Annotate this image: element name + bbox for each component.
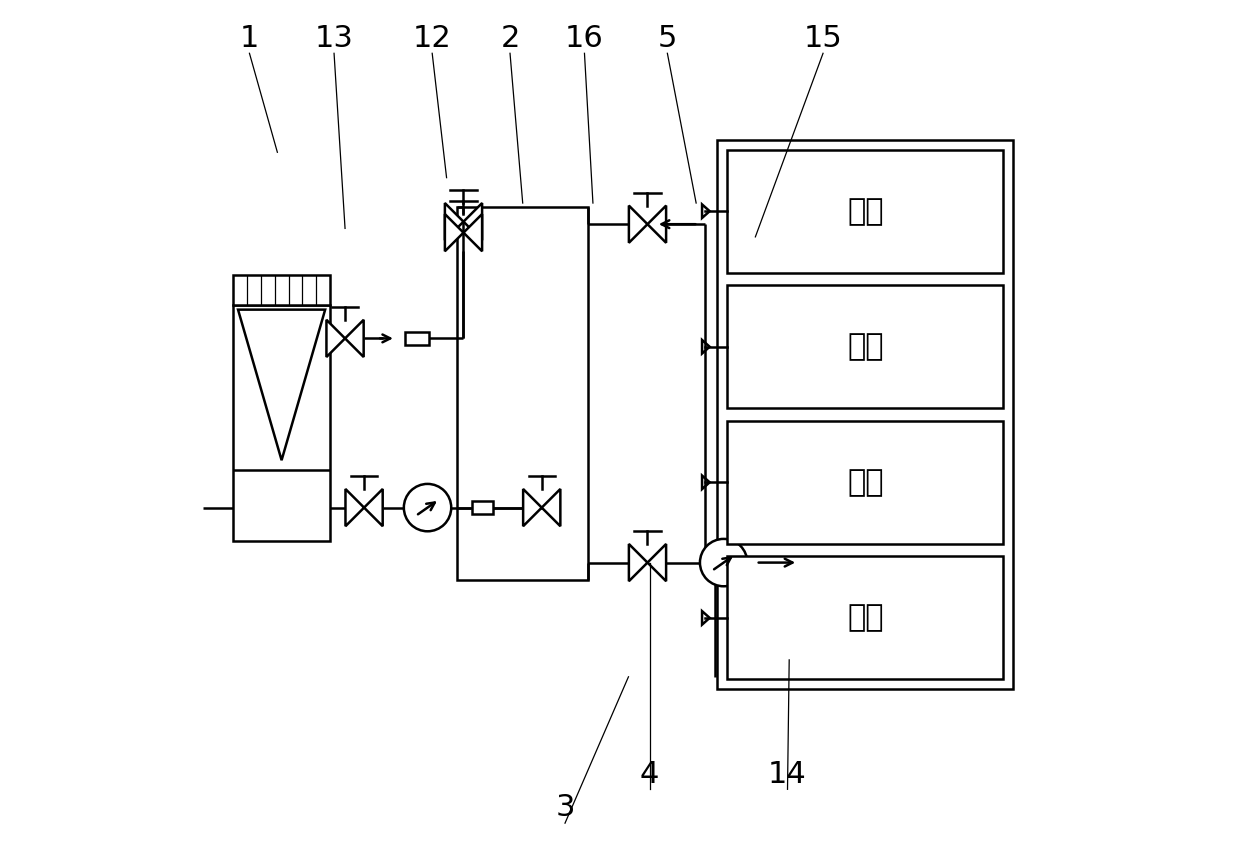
Text: 苗床: 苗床: [847, 196, 884, 226]
Text: 苗床: 苗床: [847, 468, 884, 497]
Text: 2: 2: [500, 24, 520, 52]
Polygon shape: [647, 544, 666, 581]
Bar: [458, 207, 588, 580]
Text: 15: 15: [804, 24, 842, 52]
Polygon shape: [346, 489, 365, 526]
Polygon shape: [629, 544, 647, 581]
Text: 13: 13: [315, 24, 353, 52]
Bar: [405, 332, 429, 345]
Text: 4: 4: [640, 760, 660, 788]
Polygon shape: [647, 206, 666, 243]
Circle shape: [404, 484, 451, 531]
Text: 5: 5: [657, 24, 677, 52]
Polygon shape: [365, 489, 383, 526]
Bar: [233, 275, 330, 305]
Polygon shape: [445, 203, 464, 240]
Bar: [728, 150, 1003, 272]
Polygon shape: [464, 203, 482, 240]
Text: 14: 14: [768, 760, 807, 788]
Text: 16: 16: [565, 24, 604, 52]
Bar: [728, 420, 1003, 544]
Polygon shape: [542, 489, 560, 526]
Bar: [233, 305, 330, 541]
Polygon shape: [238, 310, 325, 460]
Text: 苗床: 苗床: [847, 332, 884, 361]
Circle shape: [699, 539, 748, 586]
Bar: [472, 501, 494, 514]
Polygon shape: [445, 214, 464, 251]
Polygon shape: [345, 320, 363, 357]
Bar: [717, 140, 1013, 689]
Polygon shape: [629, 206, 647, 243]
Bar: [728, 285, 1003, 409]
Polygon shape: [523, 489, 542, 526]
Text: 苗床: 苗床: [847, 603, 884, 633]
Text: 3: 3: [556, 794, 575, 822]
Text: 1: 1: [239, 24, 259, 52]
Polygon shape: [464, 214, 482, 251]
Text: 12: 12: [413, 24, 451, 52]
Bar: [728, 557, 1003, 679]
Polygon shape: [326, 320, 345, 357]
